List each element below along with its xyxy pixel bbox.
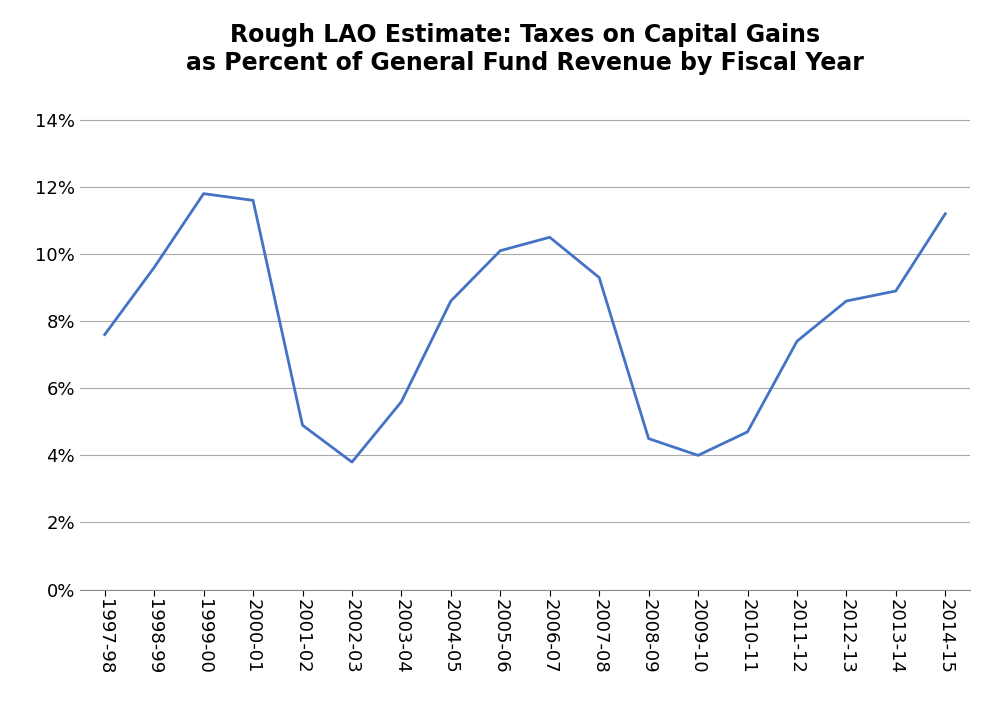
Title: Rough LAO Estimate: Taxes on Capital Gains
as Percent of General Fund Revenue by: Rough LAO Estimate: Taxes on Capital Gai… bbox=[186, 23, 864, 75]
